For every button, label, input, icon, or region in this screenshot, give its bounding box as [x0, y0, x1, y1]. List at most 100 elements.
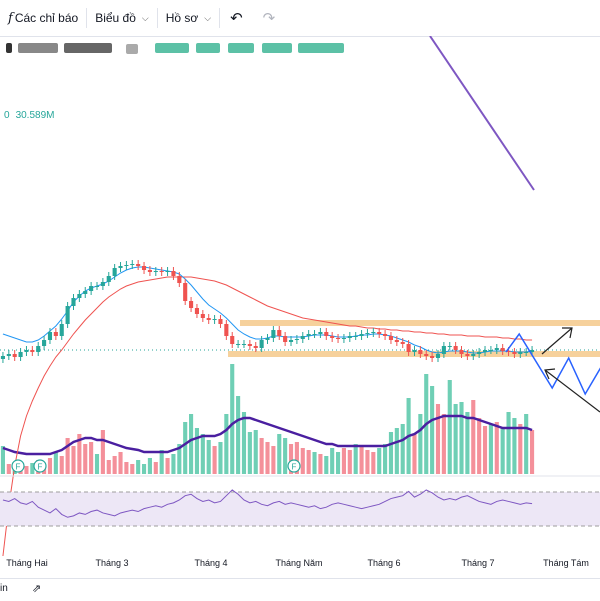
candle-body: [136, 264, 141, 266]
candle-body: [83, 291, 88, 294]
candle-body: [106, 276, 111, 282]
candle-body: [171, 271, 176, 276]
volume-bar: [212, 446, 217, 474]
candle-body: [406, 344, 411, 352]
volume-bar: [312, 452, 317, 474]
layouts-button[interactable]: Hồ sơ ⌵: [158, 0, 219, 36]
volume-bar: [530, 430, 535, 474]
external-link-icon[interactable]: ⇗: [32, 583, 42, 595]
candle-body: [153, 271, 158, 272]
volume-bar: [124, 462, 129, 474]
support-zone: [240, 320, 600, 326]
arrow-annotation-lower[interactable]: [544, 368, 600, 413]
candle-body: [465, 354, 470, 356]
candle-body: [477, 352, 482, 354]
candle-body: [530, 350, 535, 352]
time-axis-label: Tháng Tám: [543, 558, 589, 568]
candle-body: [194, 308, 200, 314]
blurred-text: [18, 43, 58, 53]
candle-body: [424, 354, 429, 356]
arrow-annotation-upper[interactable]: [541, 327, 573, 355]
candle-body: [447, 346, 452, 347]
toolbar-divider: [86, 8, 88, 28]
candle-body: [247, 344, 252, 346]
volume-bar: [218, 442, 223, 474]
candle-body: [341, 338, 346, 339]
volume-bar: [106, 460, 111, 474]
volume-bar: [335, 452, 341, 474]
trendline[interactable]: [429, 36, 535, 191]
volume-bar: [471, 400, 476, 474]
candle-body: [518, 352, 523, 354]
volume-legend-value: 30.589M: [15, 110, 55, 121]
candle-body: [359, 334, 364, 336]
time-axis: Tháng Hai Tháng 3 Tháng 4 Tháng Năm Tháng 6 T…: [6, 558, 589, 568]
undo-icon[interactable]: ↶: [230, 10, 243, 27]
volume-bar: [447, 380, 452, 474]
candle-body: [189, 301, 194, 308]
event-marker-label: F: [292, 463, 297, 472]
blurred-text: [155, 43, 189, 53]
volume-bar: [353, 444, 358, 474]
volume-bar: [100, 430, 105, 474]
candle-body: [482, 350, 488, 352]
volume-bar: [171, 454, 176, 474]
redo-icon[interactable]: ↷: [262, 10, 276, 27]
volume-bar: [24, 466, 29, 474]
volume-bar: [177, 444, 182, 474]
event-marker: [33, 459, 47, 473]
candle-body: [488, 350, 493, 351]
indicators-button[interactable]: f Các chỉ báo: [0, 0, 86, 36]
candle-body: [394, 340, 399, 342]
candle-body: [77, 294, 82, 298]
volume-bar: [141, 464, 147, 474]
candle-body: [36, 346, 41, 352]
time-axis-label: Tháng Năm: [275, 558, 322, 568]
candle-body: [524, 352, 529, 353]
toolbar-divider: [219, 8, 221, 28]
candle-body: [388, 336, 394, 340]
volume-bar: [341, 448, 346, 474]
candle-body: [224, 324, 229, 336]
layouts-label: Hồ sơ: [165, 11, 199, 25]
volume-bar: [430, 386, 435, 474]
candle-body: [494, 348, 499, 350]
candle-body: [124, 265, 129, 266]
candle-body: [18, 352, 23, 357]
volume-bar: [253, 430, 258, 474]
volume-bar: [59, 456, 64, 474]
volume-bar: [412, 434, 417, 474]
candle-body: [6, 354, 11, 356]
volume-bar: [94, 454, 100, 474]
fx-icon: f: [8, 10, 13, 26]
blurred-text: [228, 43, 254, 53]
volume-bar: [330, 448, 335, 474]
candle-body: [253, 346, 258, 348]
volume-bar: [371, 452, 376, 474]
candle-body: [241, 344, 247, 345]
volume-bar: [159, 450, 164, 474]
volume-bar: [265, 442, 270, 474]
candle-body: [453, 346, 458, 350]
volume-bar: [488, 424, 493, 474]
candle-body: [0, 356, 5, 359]
rsi-band: [0, 492, 600, 526]
chevron-down-icon: ⌵: [141, 12, 149, 23]
candle-body: [324, 332, 329, 336]
projection-path[interactable]: [505, 332, 600, 396]
volume-bar: [30, 463, 35, 474]
candle-body: [265, 338, 270, 340]
candle-body: [365, 333, 370, 334]
candle-body: [400, 342, 405, 344]
volume-bar: [153, 462, 158, 474]
candle-body: [206, 318, 211, 320]
chart-type-button[interactable]: Biểu đồ ⌵: [87, 0, 157, 36]
volume-bar: [394, 428, 399, 474]
candle-body: [318, 332, 323, 334]
event-marker-label: F: [38, 463, 43, 472]
volume-bar: [71, 446, 76, 474]
candle-body: [353, 336, 358, 337]
volume-bar: [500, 428, 505, 474]
candle-body: [300, 336, 305, 339]
